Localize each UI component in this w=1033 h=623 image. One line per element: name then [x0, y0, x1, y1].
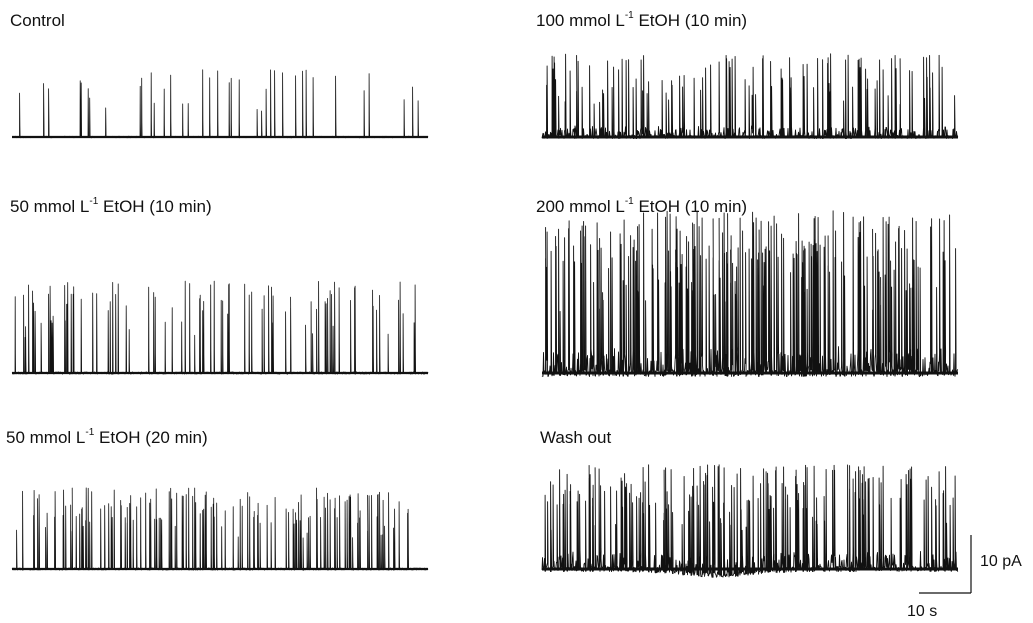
- panel-title-50mmol-20min: 50 mmol L-1 EtOH (20 min): [6, 428, 208, 448]
- trace-panel-2: [12, 281, 428, 374]
- panel-title-100mmol-suffix: EtOH (10 min): [634, 11, 747, 30]
- panel-title-200mmol-sup: -1: [625, 196, 634, 207]
- panel-title-50mmol-20min-prefix: 50 mmol L: [6, 428, 85, 447]
- scale-bar-time-label: 10 s: [907, 603, 937, 621]
- panel-title-control-text: Control: [10, 11, 65, 30]
- panel-title-100mmol-10min: 100 mmol L-1 EtOH (10 min): [536, 11, 747, 31]
- panel-title-50mmol-10min-prefix: 50 mmol L: [10, 197, 89, 216]
- panel-title-50mmol-10min: 50 mmol L-1 EtOH (10 min): [10, 197, 212, 217]
- panel-title-50mmol-10min-sup: -1: [89, 196, 98, 207]
- panel-title-200mmol-10min: 200 mmol L-1 EtOH (10 min): [536, 197, 747, 217]
- trace-panel-4: [12, 488, 428, 570]
- panel-title-200mmol-suffix: EtOH (10 min): [634, 197, 747, 216]
- trace-panel-5: [542, 465, 958, 578]
- panel-title-50mmol-20min-sup: -1: [85, 427, 94, 438]
- panel-title-200mmol-prefix: 200 mmol L: [536, 197, 625, 216]
- panel-title-wash-out-text: Wash out: [540, 428, 611, 447]
- trace-panel-3: [542, 211, 958, 377]
- panel-title-100mmol-prefix: 100 mmol L: [536, 11, 625, 30]
- scale-bar-amplitude-label: 10 pA: [980, 553, 1022, 571]
- trace-panel-1: [542, 54, 958, 139]
- trace-panel-0: [12, 70, 428, 138]
- panel-title-100mmol-sup: -1: [625, 10, 634, 21]
- panel-title-50mmol-20min-suffix: EtOH (20 min): [94, 428, 207, 447]
- panel-title-50mmol-10min-suffix: EtOH (10 min): [98, 197, 211, 216]
- panel-title-wash-out: Wash out: [540, 428, 611, 448]
- panel-title-control: Control: [10, 11, 65, 31]
